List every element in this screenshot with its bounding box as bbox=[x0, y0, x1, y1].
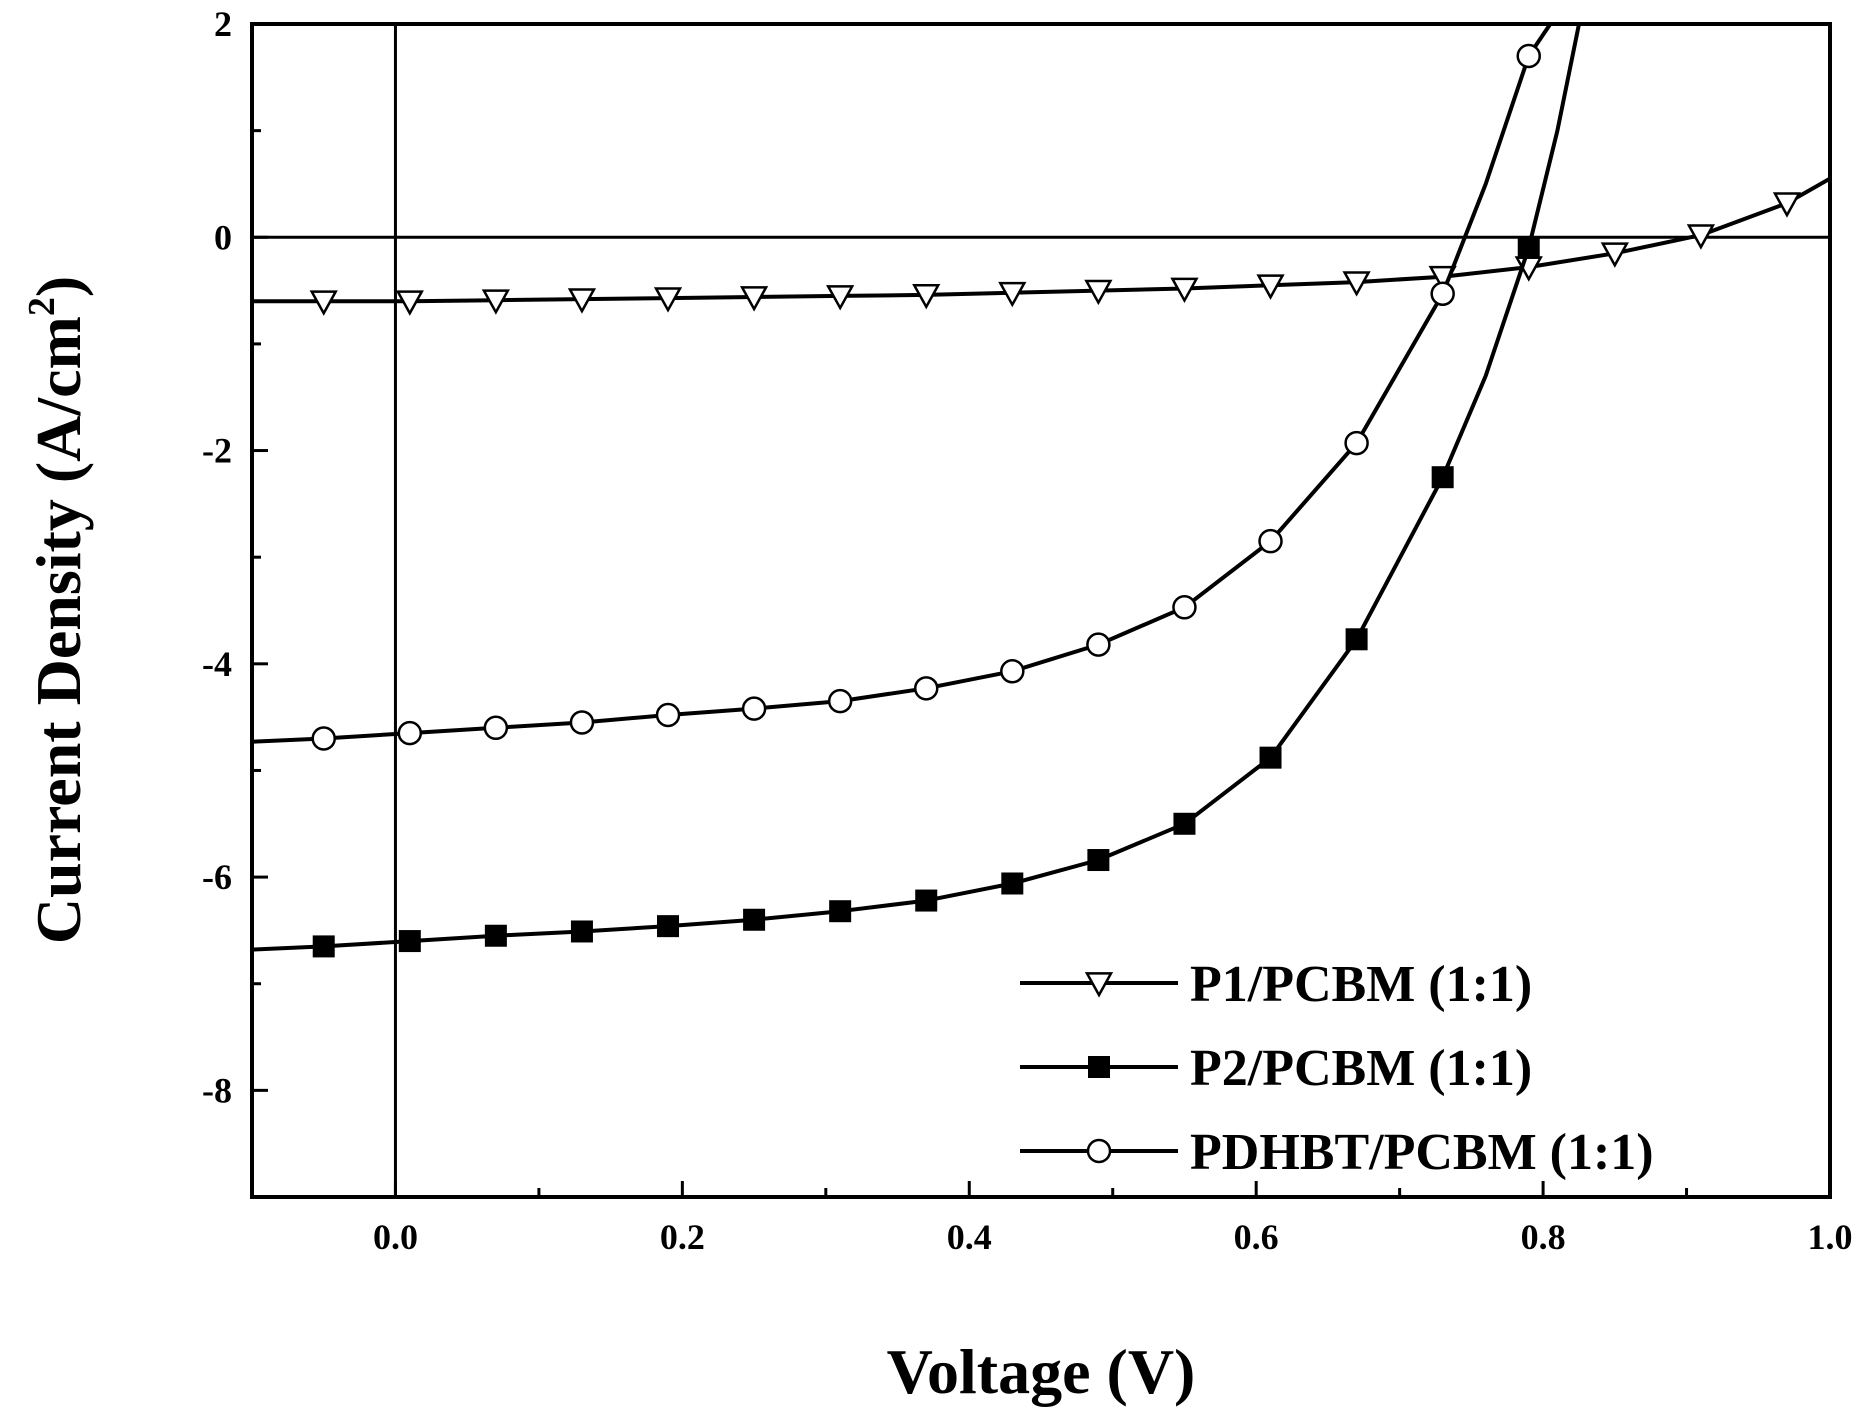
legend-marker bbox=[1088, 1056, 1110, 1078]
y-axis-title-close: ) bbox=[23, 276, 94, 297]
y-tick-labels: 2 0 -2 -4 -6 -8 bbox=[202, 4, 232, 1110]
x-tick-labels: 0.0 0.2 0.4 0.6 0.8 1.0 bbox=[373, 1217, 1853, 1257]
data-point bbox=[1431, 466, 1454, 489]
data-point bbox=[1256, 274, 1285, 300]
data-point bbox=[1172, 595, 1197, 620]
data-point bbox=[1600, 242, 1629, 268]
series-3 bbox=[252, 24, 1552, 751]
x-tick-label: 0.2 bbox=[660, 1217, 705, 1257]
data-point bbox=[1517, 236, 1540, 259]
data-point bbox=[1084, 279, 1113, 306]
data-point bbox=[827, 688, 853, 714]
data-point bbox=[912, 284, 941, 310]
data-point bbox=[913, 676, 939, 701]
legend-marker bbox=[1084, 972, 1114, 998]
data-point bbox=[655, 702, 681, 728]
y-axis-title: Current Density (A/cm2) bbox=[21, 276, 94, 944]
data-point bbox=[1173, 812, 1196, 835]
y-axis-title-main: Current Density (A/cm bbox=[23, 316, 94, 944]
x-tick-label: 1.0 bbox=[1808, 1217, 1853, 1257]
legend-item: P1/PCBM (1:1) bbox=[1020, 956, 1532, 1013]
series-line bbox=[252, 24, 1552, 744]
y-tick-label: -8 bbox=[202, 1070, 232, 1110]
data-point bbox=[739, 286, 769, 312]
data-point bbox=[484, 924, 507, 947]
data-point bbox=[1000, 659, 1025, 684]
data-point bbox=[915, 889, 938, 912]
data-point bbox=[1170, 277, 1199, 304]
data-point bbox=[483, 715, 509, 741]
y-tick-label: -2 bbox=[202, 431, 232, 471]
data-point bbox=[309, 290, 338, 316]
x-tick-label: 0.0 bbox=[373, 1217, 418, 1257]
y-tick-label: -4 bbox=[202, 644, 232, 684]
legend: P1/PCBM (1:1) P2/PCBM (1:1) PDHBT/PCBM (1:… bbox=[1020, 956, 1654, 1181]
data-point bbox=[567, 288, 597, 314]
y-tick-label: 0 bbox=[214, 217, 232, 257]
series-line bbox=[252, 24, 1581, 952]
series-1 bbox=[252, 176, 1830, 316]
data-point bbox=[829, 900, 852, 923]
series-line bbox=[252, 176, 1830, 304]
series-2 bbox=[252, 24, 1581, 958]
legend-label: P1/PCBM (1:1) bbox=[1190, 956, 1532, 1013]
data-point bbox=[570, 920, 593, 943]
data-point bbox=[397, 720, 423, 746]
data-point bbox=[1516, 43, 1541, 69]
data-point bbox=[998, 281, 1027, 308]
x-axis-title: Voltage (V) bbox=[887, 1336, 1196, 1407]
data-point bbox=[311, 726, 336, 751]
data-point bbox=[1086, 632, 1111, 657]
axis-ticks bbox=[250, 22, 1832, 1199]
data-point bbox=[826, 285, 855, 311]
x-tick-label: 0.6 bbox=[1234, 1217, 1279, 1257]
y-axis-title-superscript: 2 bbox=[21, 297, 63, 316]
data-point bbox=[1686, 224, 1716, 250]
data-point bbox=[1258, 528, 1283, 554]
legend-marker bbox=[1086, 1138, 1112, 1164]
data-point bbox=[312, 935, 335, 958]
plot-frame bbox=[250, 22, 1832, 1199]
data-point bbox=[569, 710, 595, 735]
x-tick-label: 0.4 bbox=[947, 1217, 992, 1257]
legend-item: P2/PCBM (1:1) bbox=[1020, 1040, 1532, 1097]
reference-lines bbox=[252, 24, 1830, 1197]
series-layer bbox=[252, 24, 1830, 958]
data-point bbox=[653, 287, 683, 313]
data-point bbox=[398, 930, 421, 953]
legend-label: P2/PCBM (1:1) bbox=[1190, 1040, 1532, 1097]
data-point bbox=[1344, 430, 1369, 456]
data-point bbox=[657, 915, 680, 938]
data-point bbox=[1772, 192, 1802, 218]
data-point bbox=[741, 696, 767, 721]
data-point bbox=[395, 290, 424, 316]
data-point bbox=[1342, 271, 1371, 297]
y-tick-label: 2 bbox=[214, 4, 232, 44]
data-point bbox=[743, 908, 766, 931]
legend-label: PDHBT/PCBM (1:1) bbox=[1190, 1124, 1654, 1181]
x-tick-label: 0.8 bbox=[1521, 1217, 1566, 1257]
data-point bbox=[1259, 746, 1282, 769]
data-point bbox=[1087, 849, 1110, 872]
data-point bbox=[1001, 872, 1024, 895]
data-point bbox=[481, 289, 510, 315]
y-tick-label: -6 bbox=[202, 857, 232, 897]
data-point bbox=[1430, 281, 1455, 307]
legend-item: PDHBT/PCBM (1:1) bbox=[1020, 1124, 1654, 1181]
data-point bbox=[1345, 628, 1368, 651]
